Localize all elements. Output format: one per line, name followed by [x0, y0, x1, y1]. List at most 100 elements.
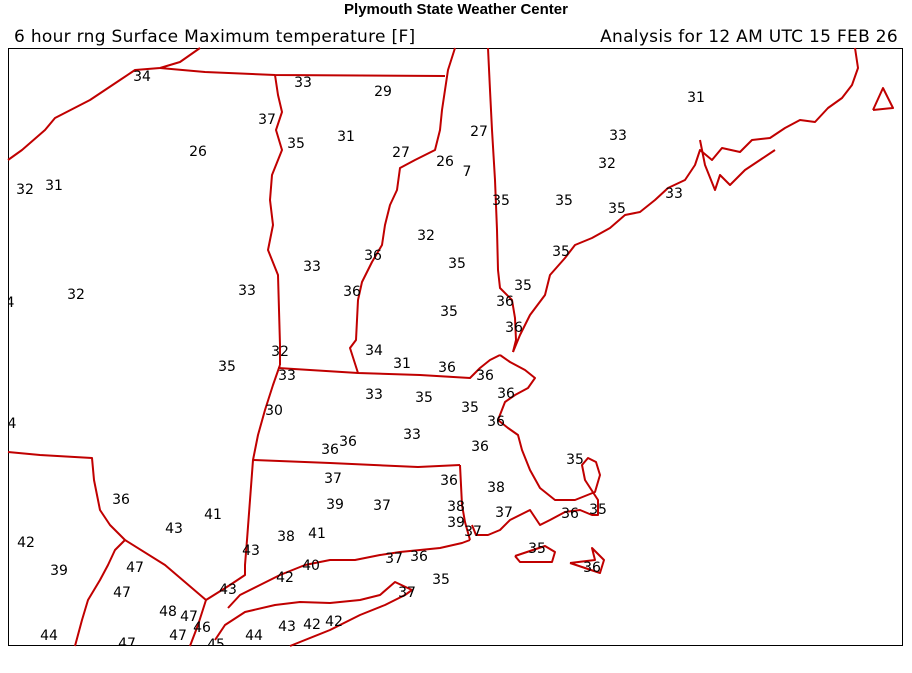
canada-border-north [159, 67, 446, 77]
station-value: 47 [169, 628, 187, 644]
station-labels: 34 33 29 37 35 31 27 26 7 27 26 32 31 35 35 35 33 31 33 32 3… [5, 69, 705, 646]
station-value: 4 [7, 416, 17, 432]
station-value: 35 [566, 452, 584, 468]
station-value: 36 [438, 360, 456, 376]
station-value: 47 [126, 560, 144, 576]
station-value: 31 [687, 90, 705, 106]
station-value: 34 [365, 343, 383, 359]
canada-border-west [7, 47, 201, 161]
vt-nh-ma-border [277, 354, 501, 379]
station-value: 35 [440, 304, 458, 320]
station-value: 36 [505, 320, 523, 336]
station-value: 38 [487, 480, 505, 496]
station-value: 36 [364, 248, 382, 264]
station-value: 39 [50, 563, 68, 579]
station-value: 35 [555, 193, 573, 209]
vt-nh-border [349, 47, 456, 374]
ri-border [459, 464, 471, 541]
station-value: 35 [514, 278, 532, 294]
station-value: 36 [583, 560, 601, 576]
station-value: 33 [403, 427, 421, 443]
station-value: 35 [589, 502, 607, 518]
station-value: 35 [608, 201, 626, 217]
station-value: 37 [324, 471, 342, 487]
station-value: 36 [440, 473, 458, 489]
station-value: 42 [276, 570, 294, 586]
station-value: 35 [415, 390, 433, 406]
station-value: 33 [609, 128, 627, 144]
ma-coast [471, 354, 601, 536]
station-value: 35 [432, 572, 450, 588]
product-label: 6 hour rng Surface Maximum temperature [… [14, 27, 416, 47]
station-value: 36 [321, 442, 339, 458]
station-value: 36 [487, 414, 505, 430]
station-value: 33 [294, 75, 312, 91]
station-value: 48 [159, 604, 177, 620]
station-value: 44 [40, 628, 58, 644]
station-value: 36 [561, 506, 579, 522]
ny-ma-ct-border [205, 364, 281, 601]
ny-pa-border [7, 451, 207, 647]
station-value: 33 [303, 259, 321, 275]
station-value: 37 [398, 585, 416, 601]
nantucket [569, 547, 605, 574]
station-value: 43 [242, 543, 260, 559]
station-value: 34 [133, 69, 151, 85]
maine-point [872, 87, 894, 111]
station-value: 29 [374, 84, 392, 100]
station-value: 36 [471, 439, 489, 455]
station-value: 47 [180, 609, 198, 625]
station-value: 7 [462, 164, 472, 180]
station-value: 36 [496, 294, 514, 310]
station-value: 31 [393, 356, 411, 372]
station-value: 35 [448, 256, 466, 272]
station-value: 4 [5, 295, 15, 311]
station-value: 37 [373, 498, 391, 514]
station-value: 31 [337, 129, 355, 145]
station-value: 37 [258, 112, 276, 128]
station-value: 45 [207, 637, 225, 646]
station-value: 37 [464, 524, 482, 540]
station-value: 36 [410, 549, 428, 565]
station-value: 38 [277, 529, 295, 545]
station-value: 32 [598, 156, 616, 172]
station-value: 35 [552, 244, 570, 260]
station-value: 33 [278, 368, 296, 384]
station-value: 35 [287, 136, 305, 152]
station-value: 39 [447, 515, 465, 531]
page-title: Plymouth State Weather Center [344, 1, 568, 18]
ct-ma-border [252, 459, 461, 468]
station-value: 42 [325, 614, 343, 630]
station-value: 47 [118, 636, 136, 646]
station-value: 33 [365, 387, 383, 403]
station-value: 37 [495, 505, 513, 521]
ny-vt-border [267, 74, 283, 365]
station-value: 26 [189, 144, 207, 160]
station-value: 32 [417, 228, 435, 244]
station-value: 40 [302, 558, 320, 574]
station-value: 41 [204, 507, 222, 523]
station-value: 30 [265, 403, 283, 419]
marthas-vineyard [514, 545, 556, 563]
station-value: 42 [17, 535, 35, 551]
station-value: 41 [308, 526, 326, 542]
station-value: 35 [528, 541, 546, 557]
station-value: 36 [497, 386, 515, 402]
station-value: 43 [278, 619, 296, 635]
maine-coast [512, 47, 859, 353]
station-value: 36 [476, 368, 494, 384]
long-island [214, 581, 413, 647]
station-value: 36 [339, 434, 357, 450]
nh-me-border [487, 47, 517, 353]
station-value: 33 [238, 283, 256, 299]
station-value: 33 [665, 186, 683, 202]
station-value: 37 [385, 551, 403, 567]
station-value: 47 [113, 585, 131, 601]
station-value: 43 [165, 521, 183, 537]
station-value: 38 [447, 499, 465, 515]
station-value: 35 [492, 193, 510, 209]
station-value: 36 [112, 492, 130, 508]
station-value: 39 [326, 497, 344, 513]
station-value: 46 [193, 620, 211, 636]
